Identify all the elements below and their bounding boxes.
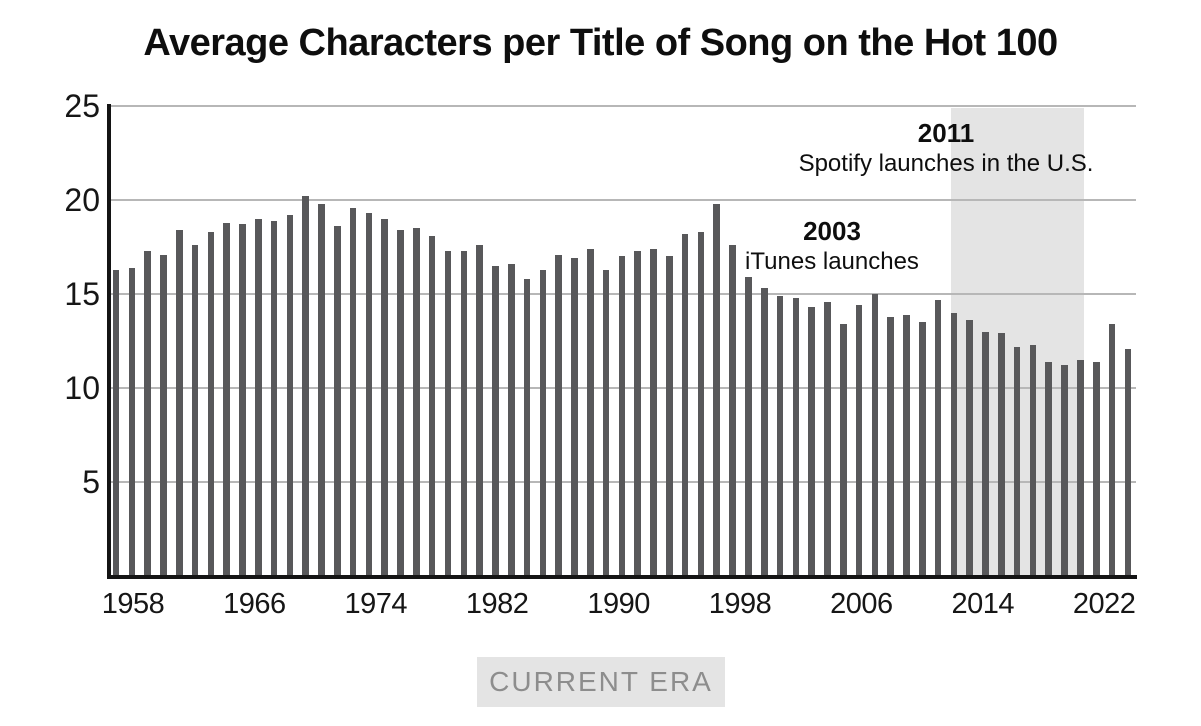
bar-1988 — [587, 248, 594, 576]
bar-2004 — [839, 324, 847, 576]
bar-2002 — [808, 307, 815, 576]
current-era-legend-badge: CURRENT ERA — [477, 657, 725, 707]
bar-1992 — [650, 248, 657, 576]
bar-1969 — [286, 215, 294, 576]
bar-1976 — [397, 230, 404, 576]
x-tick-label-1982: 1982 — [465, 588, 529, 620]
x-tick-label-1958: 1958 — [101, 588, 165, 620]
annotation-itunes-year: 2003 — [803, 216, 861, 246]
gridline-25 — [110, 105, 1136, 107]
bar-2020 — [1092, 361, 1100, 576]
x-tick-label-1990: 1990 — [587, 588, 650, 620]
bar-1978 — [428, 235, 436, 576]
bar-1968 — [270, 220, 278, 576]
annotation-spotify-launch: 2011 Spotify launches in the U.S. — [766, 118, 1126, 178]
bar-2018 — [1061, 365, 1068, 576]
x-tick-label-1998: 1998 — [708, 588, 772, 620]
bar-1994 — [681, 233, 689, 576]
x-tick-label-1974: 1974 — [344, 588, 408, 620]
y-tick-label-20: 20 — [64, 182, 100, 218]
annotation-spotify-text: Spotify launches in the U.S. — [798, 150, 1094, 177]
bar-1990 — [618, 256, 626, 576]
bar-1984 — [523, 278, 531, 576]
bar-2005 — [855, 305, 863, 576]
annotation-spotify-year: 2011 — [917, 118, 975, 148]
current-era-legend-label: CURRENT ERA — [489, 666, 713, 697]
bar-2001 — [792, 297, 800, 576]
bar-1983 — [507, 263, 515, 576]
bar-2010 — [934, 299, 942, 576]
bar-1987 — [571, 258, 578, 576]
bar-1960 — [144, 250, 151, 576]
bar-2000 — [776, 295, 784, 576]
y-tick-label-10: 10 — [64, 370, 100, 406]
bar-1962 — [175, 230, 183, 576]
bar-1981 — [476, 245, 483, 576]
bar-1977 — [413, 228, 420, 576]
bar-1963 — [191, 245, 199, 576]
bar-1980 — [460, 250, 468, 576]
bar-2014 — [998, 333, 1005, 576]
bar-1965 — [223, 222, 230, 576]
bar-1970 — [302, 196, 309, 576]
bar-1958 — [112, 269, 120, 576]
x-axis-line — [106, 574, 1137, 579]
bar-2021 — [1108, 324, 1116, 576]
bar-1973 — [349, 207, 357, 576]
bar-2013 — [982, 331, 989, 576]
bar-1959 — [128, 267, 136, 576]
x-tick-label-2022: 2022 — [1072, 588, 1136, 620]
bar-2012 — [966, 320, 974, 576]
annotation-itunes-launch: 2003 iTunes launches — [682, 216, 982, 276]
bar-1998 — [745, 277, 752, 576]
bar-2003 — [824, 301, 831, 576]
bar-2016 — [1029, 344, 1037, 576]
bar-2022 — [1124, 348, 1132, 576]
bar-1996 — [713, 203, 721, 576]
y-axis-line — [106, 104, 111, 578]
gridline-20 — [110, 199, 1136, 201]
x-tick-label-2006: 2006 — [830, 588, 893, 620]
bar-1979 — [444, 250, 452, 576]
bar-2008 — [903, 314, 910, 576]
bar-1995 — [697, 231, 705, 576]
bar-1966 — [239, 224, 246, 576]
bar-1975 — [381, 218, 389, 576]
bar-1974 — [365, 213, 373, 576]
bar-1982 — [492, 265, 499, 576]
bar-1972 — [334, 226, 341, 576]
chart-title: Average Characters per Title of Song on … — [143, 22, 1058, 64]
x-tick-label-1966: 1966 — [223, 588, 286, 620]
bar-1986 — [555, 254, 562, 576]
bar-1991 — [634, 250, 642, 576]
annotation-itunes-text: iTunes launches — [745, 248, 919, 275]
bar-2019 — [1077, 359, 1084, 576]
bar-2017 — [1045, 361, 1053, 576]
y-tick-label-5: 5 — [82, 464, 100, 500]
bar-1971 — [318, 203, 325, 576]
bar-1997 — [729, 245, 736, 576]
bar-1989 — [602, 269, 610, 576]
bar-2009 — [919, 322, 926, 576]
bar-2015 — [1013, 346, 1021, 576]
y-tick-label-15: 15 — [64, 276, 100, 312]
bar-1967 — [254, 218, 262, 576]
bar-2011 — [950, 312, 958, 576]
bar-2006 — [871, 294, 879, 576]
bar-1999 — [760, 288, 768, 576]
bar-2007 — [887, 316, 894, 576]
bar-1985 — [539, 269, 547, 576]
x-tick-label-2014: 2014 — [951, 588, 1015, 620]
bar-1993 — [666, 256, 673, 576]
y-tick-label-25: 25 — [64, 88, 100, 124]
bar-1961 — [160, 254, 167, 576]
bar-1964 — [207, 231, 215, 576]
